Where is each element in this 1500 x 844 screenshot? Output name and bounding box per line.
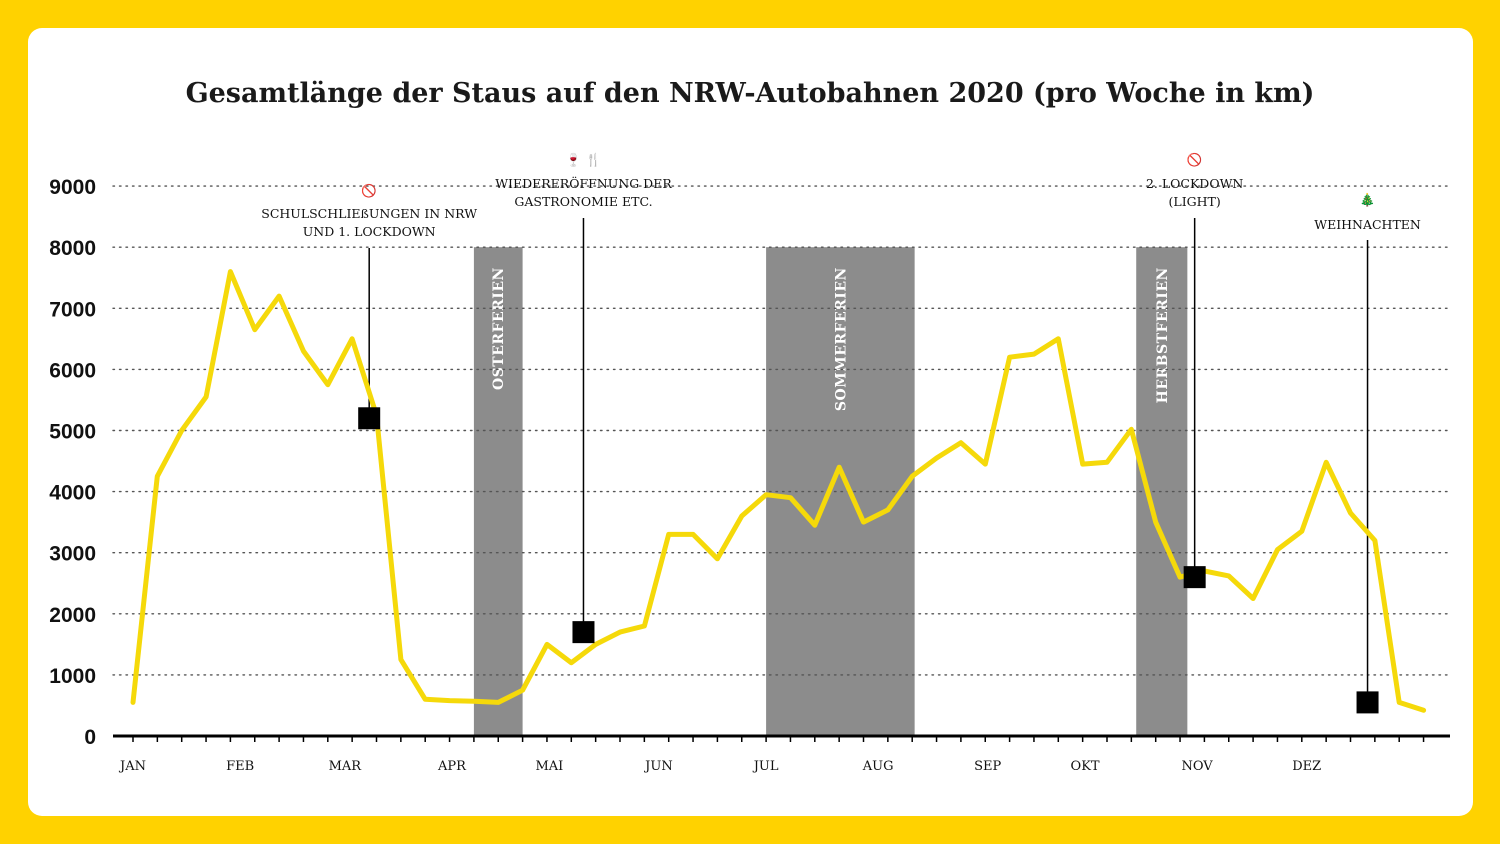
x-month-label: JUN xyxy=(643,759,673,774)
x-month-label: NOV xyxy=(1181,759,1213,774)
x-month-label: FEB xyxy=(226,759,254,774)
y-tick-label: 8000 xyxy=(49,237,96,260)
data-series-line xyxy=(130,269,1427,713)
y-tick-label: 1000 xyxy=(49,665,96,688)
event-marker xyxy=(572,621,595,644)
y-tick-label: 9000 xyxy=(49,176,96,199)
no-entry-icon: 🚫 xyxy=(361,183,377,198)
annotation-label: WEIHNACHTEN xyxy=(1314,217,1421,232)
y-tick-label: 2000 xyxy=(49,604,96,627)
x-month-label: AUG xyxy=(862,759,894,774)
chart-card xyxy=(28,28,1473,816)
annotation-label: UND 1. LOCKDOWN xyxy=(303,224,436,239)
event-marker xyxy=(1356,691,1379,714)
y-tick-label: 4000 xyxy=(49,482,96,505)
y-tick-label: 5000 xyxy=(49,421,96,444)
x-month-label: SEP xyxy=(974,759,1001,774)
x-month-label: APR xyxy=(437,759,467,774)
annotation-label: WIEDERERÖFFNUNG DER xyxy=(495,175,672,191)
vacation-band-label: SOMMERFERIEN xyxy=(833,267,849,411)
annotation-label: SCHULSCHLIEßUNGEN IN NRW xyxy=(261,206,477,221)
y-tick-label: 0 xyxy=(84,726,96,749)
chart-title: Gesamtlänge der Staus auf den NRW-Autoba… xyxy=(185,78,1315,109)
event-marker xyxy=(1183,566,1206,589)
y-tick-label: 6000 xyxy=(49,359,96,382)
x-month-label: OKT xyxy=(1071,759,1100,774)
x-month-label: JAN xyxy=(118,759,146,774)
event-marker xyxy=(358,407,381,430)
annotation-label: (LIGHT) xyxy=(1169,194,1221,209)
annotation-label: 2. LOCKDOWN xyxy=(1146,176,1243,191)
y-tick-label: 3000 xyxy=(49,543,96,566)
wine-cutlery-icon: 🍷 🍴 xyxy=(566,152,601,168)
y-tick-label: 7000 xyxy=(49,298,96,321)
vacation-band-label: HERBSTFERIEN xyxy=(1155,267,1171,403)
x-month-label: DEZ xyxy=(1292,759,1321,774)
vacation-band-label: OSTERFERIEN xyxy=(491,267,507,390)
no-entry-icon: 🚫 xyxy=(1187,152,1203,167)
x-month-label: JUL xyxy=(752,759,779,774)
x-month-label: MAI xyxy=(535,759,563,774)
annotation-label: GASTRONOMIE ETC. xyxy=(514,194,652,209)
x-month-label: MAR xyxy=(329,759,363,774)
christmas-tree-icon: 🎄 xyxy=(1360,192,1376,207)
